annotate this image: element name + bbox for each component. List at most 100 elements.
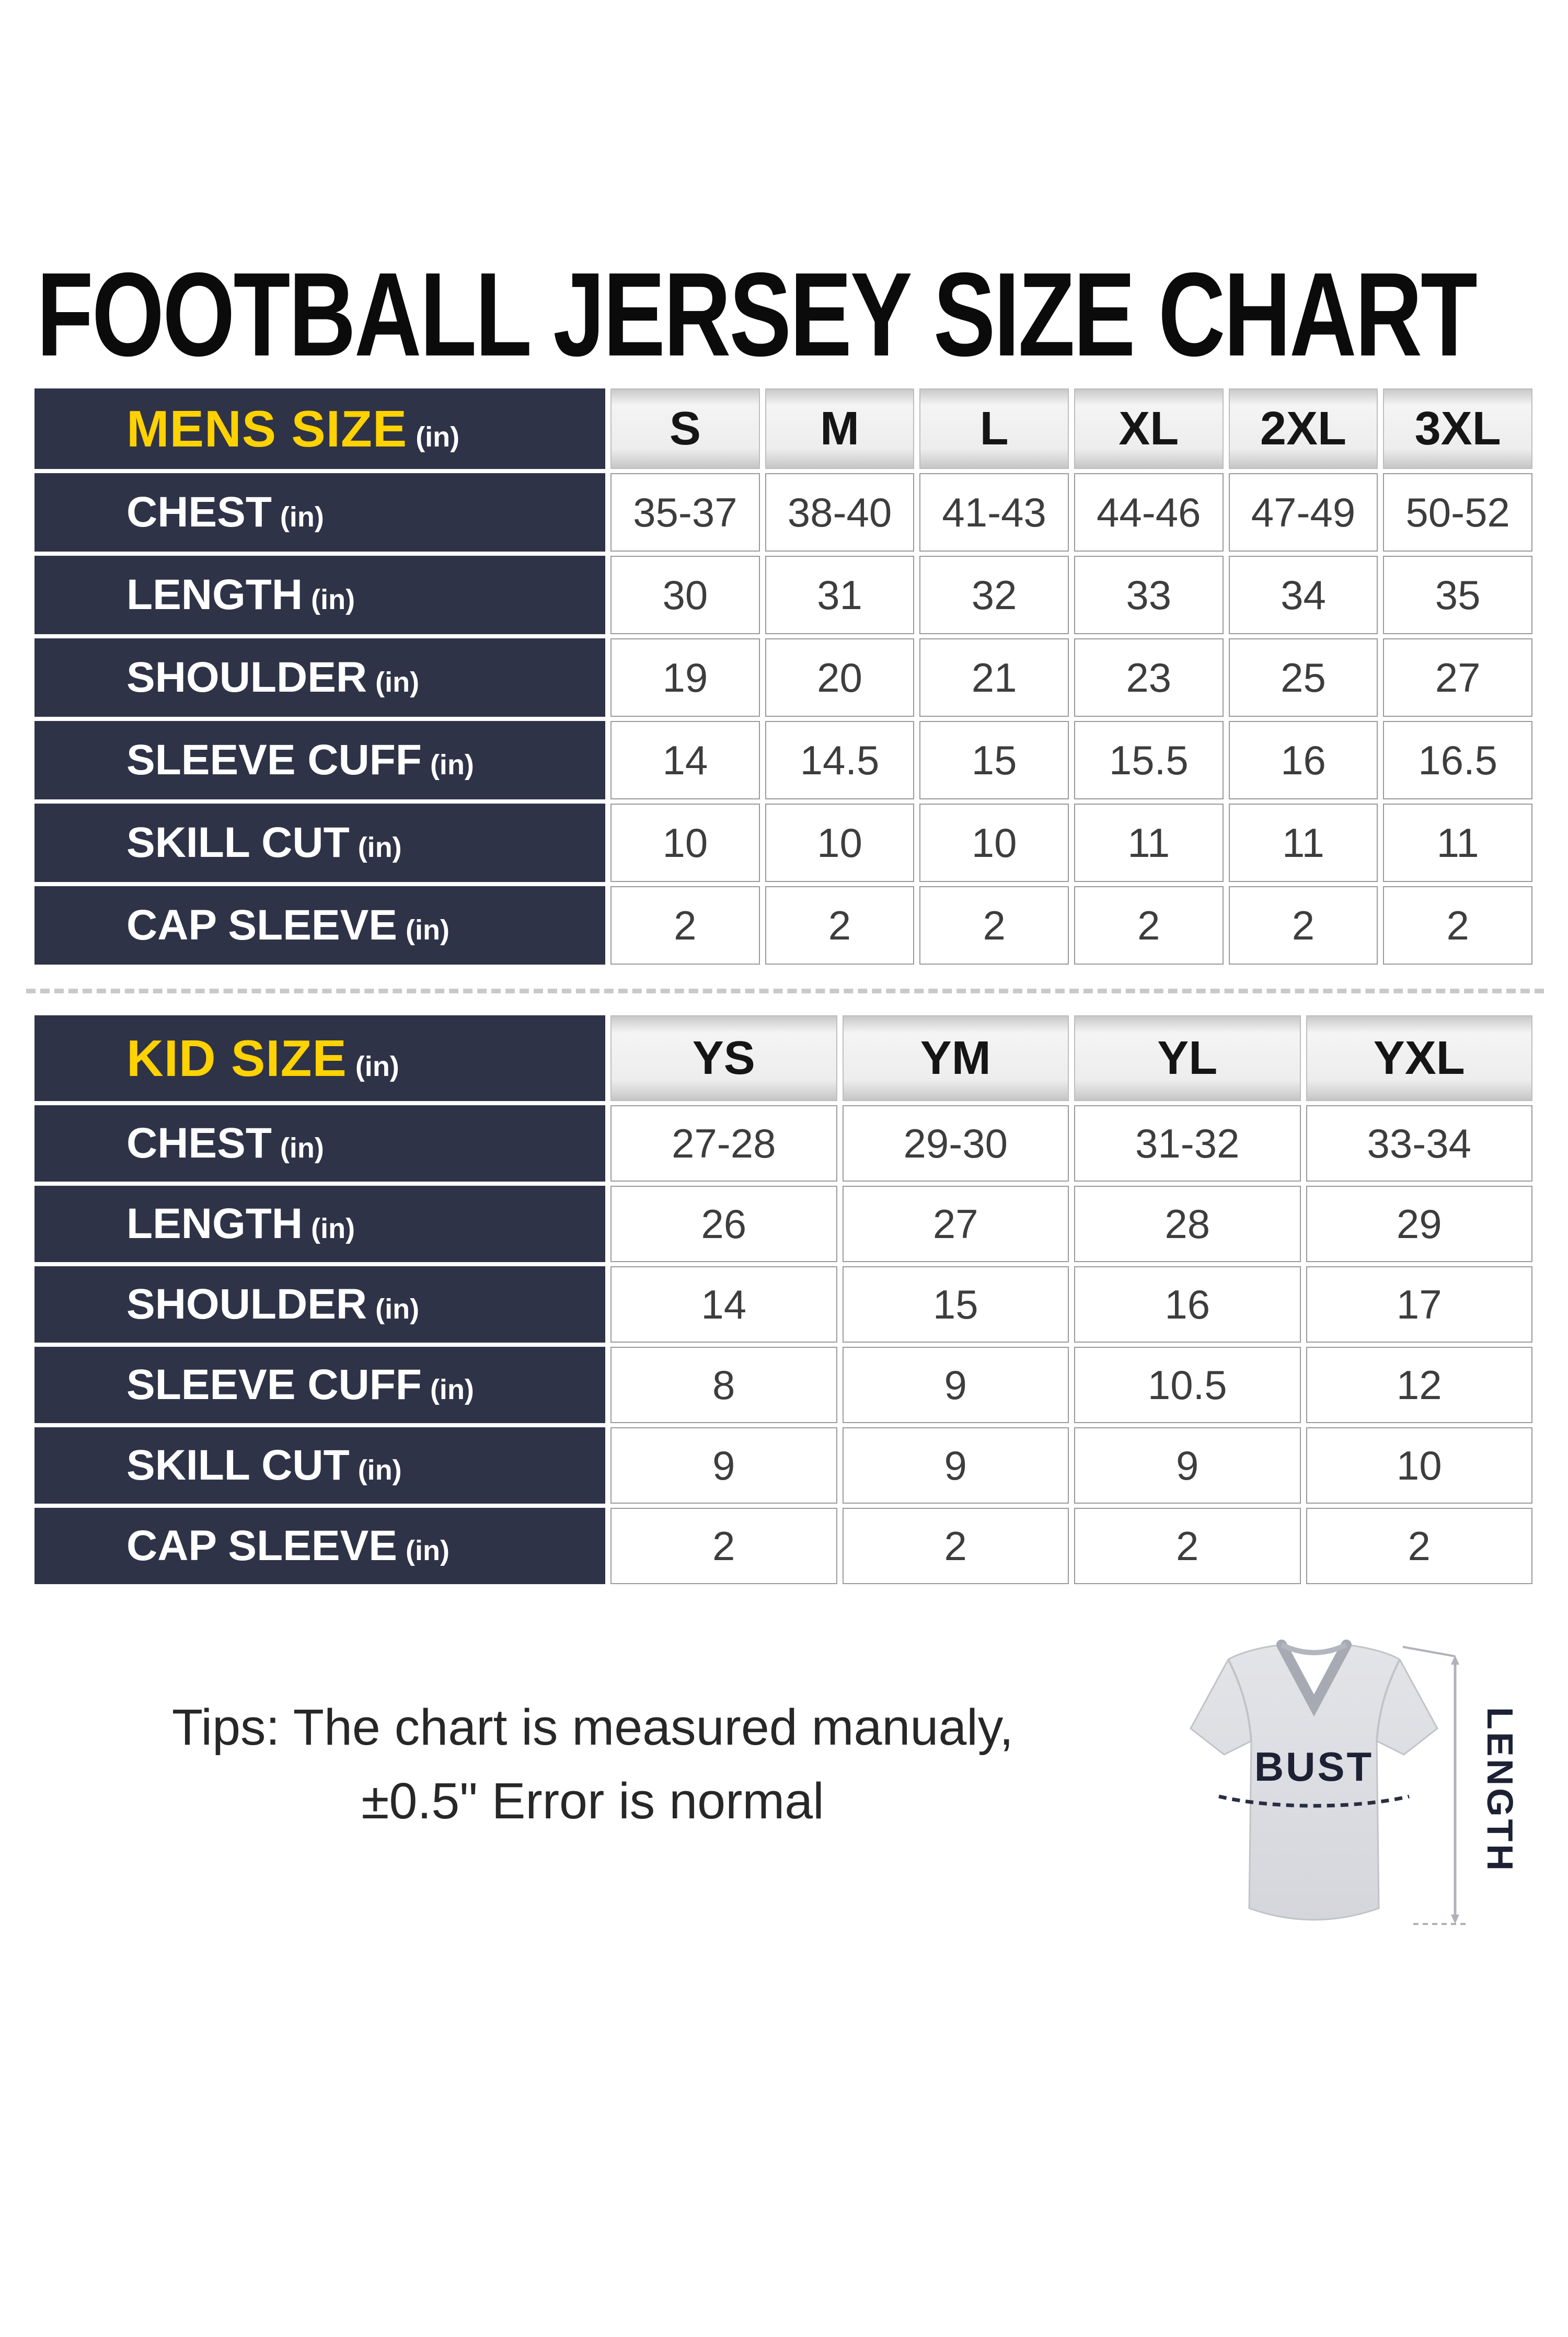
unit-label: (in): [375, 667, 420, 698]
size-column-header: M: [765, 388, 915, 469]
size-value-cell: 28: [1074, 1186, 1301, 1262]
size-value-cell: 25: [1228, 638, 1378, 717]
size-value-cell: 16: [1074, 1266, 1301, 1343]
size-value-cell: 21: [919, 638, 1069, 717]
measurement-name: CHEST: [126, 488, 272, 536]
size-value-cell: 2: [842, 1508, 1069, 1584]
size-value-cell: 2: [1074, 1508, 1301, 1584]
measurement-name: SHOULDER: [126, 654, 367, 701]
jersey-graphic: BUST LENGTH: [1190, 1640, 1520, 1925]
measurement-name: SKILL CUT: [126, 819, 350, 866]
measurement-row-label: SHOULDER (in): [34, 1266, 605, 1343]
size-value-cell: 2: [1228, 886, 1378, 965]
table-header-row: MENS SIZE (in) S M L XL 2XL 3XL: [34, 388, 1532, 469]
table-row: CHEST (in) 27-28 29-30 31-32 33-34: [34, 1105, 1532, 1182]
length-leader-line: [1402, 1646, 1456, 1657]
footer-section: Tips: The chart is measured manualy, ±0.…: [0, 1612, 1568, 1999]
size-column-header: 2XL: [1228, 388, 1378, 469]
title-block: FOOTBALL JERSEY SIZE CHART: [37, 246, 1568, 381]
size-value-cell: 12: [1306, 1347, 1532, 1423]
size-group-label-cell: KID SIZE (in): [34, 1015, 605, 1101]
table-row: CAP SLEEVE (in) 2 2 2 2 2 2: [34, 886, 1532, 965]
unit-label: (in): [430, 749, 474, 781]
size-value-cell: 14.5: [765, 721, 915, 799]
measurement-row-label: SKILL CUT (in): [34, 1427, 605, 1504]
size-value-cell: 29-30: [842, 1105, 1069, 1182]
size-column-header: L: [919, 388, 1069, 469]
unit-label: (in): [406, 1535, 449, 1566]
measurement-row-label: SLEEVE CUFF (in): [34, 1347, 605, 1423]
measurement-name: CHEST: [126, 1119, 272, 1167]
size-value-cell: 10: [610, 804, 760, 882]
size-value-cell: 32: [919, 556, 1069, 634]
table-row: SKILL CUT (in) 9 9 9 10: [34, 1427, 1532, 1504]
unit-label: (in): [375, 1293, 420, 1325]
size-value-cell: 2: [1383, 886, 1532, 965]
size-value-cell: 35-37: [610, 473, 760, 552]
size-value-cell: 38-40: [765, 473, 915, 552]
left-sleeve-seam-line: [1227, 1659, 1252, 1742]
size-value-cell: 27: [1383, 638, 1532, 717]
size-value-cell: 16.5: [1383, 721, 1532, 799]
size-value-cell: 31-32: [1074, 1105, 1301, 1182]
unit-label: (in): [358, 832, 402, 863]
size-value-cell: 15: [919, 721, 1069, 799]
size-value-cell: 10: [919, 804, 1069, 882]
measurement-row-label: SKILL CUT (in): [34, 804, 605, 882]
size-value-cell: 16: [1228, 721, 1378, 799]
unit-label: (in): [416, 421, 460, 453]
size-value-cell: 26: [610, 1186, 837, 1262]
size-value-cell: 33: [1074, 556, 1224, 634]
size-value-cell: 15: [842, 1266, 1069, 1343]
measurement-name: LENGTH: [126, 571, 303, 618]
size-value-cell: 2: [765, 886, 915, 965]
size-column-header: XL: [1074, 388, 1224, 469]
table-row: CAP SLEEVE (in) 2 2 2 2: [34, 1508, 1532, 1584]
length-label: LENGTH: [1480, 1707, 1518, 1873]
size-value-cell: 2: [610, 886, 760, 965]
jersey-collar-back: [1280, 1642, 1348, 1655]
size-value-cell: 11: [1383, 804, 1532, 882]
measurement-row-label: SLEEVE CUFF (in): [34, 721, 605, 799]
size-value-cell: 20: [765, 638, 915, 717]
size-value-cell: 2: [1074, 886, 1224, 965]
size-value-cell: 14: [610, 721, 760, 799]
table-row: LENGTH (in) 26 27 28 29: [34, 1186, 1532, 1262]
size-value-cell: 9: [1074, 1427, 1301, 1504]
size-column-header: YM: [842, 1015, 1069, 1101]
size-value-cell: 35: [1383, 556, 1532, 634]
measurement-row-label: CHEST (in): [34, 1105, 605, 1182]
measurement-name: CAP SLEEVE: [126, 1522, 397, 1570]
unit-label: (in): [355, 1050, 399, 1082]
size-value-cell: 41-43: [919, 473, 1069, 552]
size-value-cell: 34: [1228, 556, 1378, 634]
unit-label: (in): [358, 1454, 402, 1486]
measurement-row-label: SHOULDER (in): [34, 638, 605, 717]
size-value-cell: 50-52: [1383, 473, 1532, 552]
size-value-cell: 9: [842, 1347, 1069, 1423]
size-column-header: YS: [610, 1015, 837, 1101]
size-value-cell: 11: [1074, 804, 1224, 882]
mens-size-table: MENS SIZE (in) S M L XL 2XL 3XL CHEST (in) 35-37 38…: [29, 384, 1538, 969]
measurement-name: CAP SLEEVE: [126, 901, 397, 949]
size-value-cell: 14: [610, 1266, 837, 1343]
size-value-cell: 2: [919, 886, 1069, 965]
size-value-cell: 2: [610, 1508, 837, 1584]
measurement-name: SHOULDER: [126, 1280, 367, 1328]
jersey-body: [1190, 1644, 1438, 1921]
measurement-name: SLEEVE CUFF: [126, 736, 422, 784]
size-group-label-cell: MENS SIZE (in): [34, 388, 605, 469]
size-column-header: YXL: [1306, 1015, 1532, 1101]
jersey-collar: [1276, 1640, 1352, 1717]
table-row: LENGTH (in) 30 31 32 33 34 35: [34, 556, 1532, 634]
length-arrow-bottom: [1451, 1915, 1459, 1924]
size-value-cell: 8: [610, 1347, 837, 1423]
size-group-label: MENS SIZE: [126, 399, 408, 457]
table-row: SKILL CUT (in) 10 10 10 11 11 11: [34, 804, 1532, 882]
unit-label: (in): [280, 501, 324, 533]
kids-size-table: KID SIZE (in) YS YM YL YXL CHEST (in) 27-28 29-30…: [29, 1011, 1538, 1588]
size-value-cell: 27-28: [610, 1105, 837, 1182]
measurement-name: LENGTH: [126, 1200, 303, 1247]
size-value-cell: 29: [1306, 1186, 1532, 1262]
table-header-row: KID SIZE (in) YS YM YL YXL: [34, 1015, 1532, 1101]
